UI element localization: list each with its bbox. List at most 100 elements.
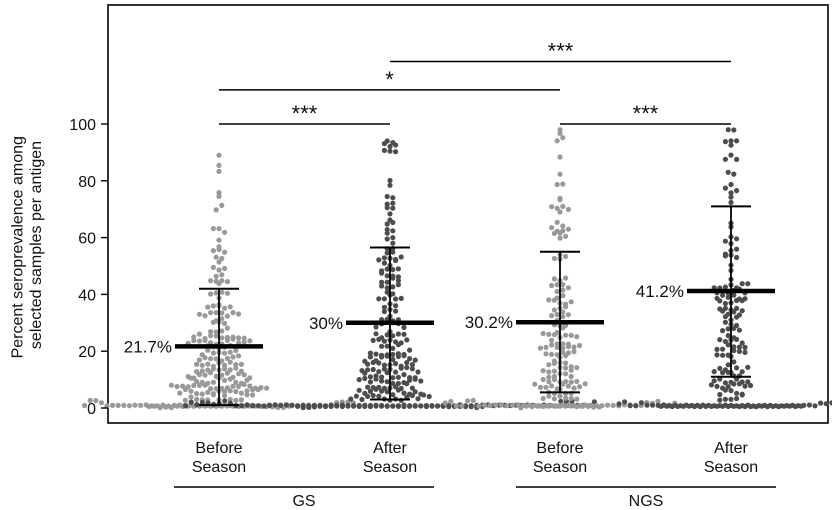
data-point <box>554 205 560 211</box>
data-point <box>574 334 580 340</box>
data-point <box>379 279 385 285</box>
data-point <box>781 403 787 409</box>
data-point <box>680 403 687 409</box>
data-point <box>387 143 393 150</box>
data-point <box>734 336 740 342</box>
data-point <box>776 403 782 410</box>
data-point <box>563 304 569 310</box>
data-point <box>381 260 387 266</box>
data-point <box>764 404 771 410</box>
data-point <box>725 127 731 133</box>
data-point <box>465 398 471 404</box>
data-point <box>194 402 200 408</box>
data-point <box>401 353 407 359</box>
data-point <box>238 361 244 367</box>
data-point <box>535 403 541 409</box>
data-point <box>565 344 572 350</box>
data-point <box>306 404 312 410</box>
data-point <box>208 278 214 284</box>
data-point <box>222 229 228 235</box>
data-point <box>412 389 418 395</box>
data-point <box>367 350 373 356</box>
data-point <box>356 403 362 409</box>
data-point <box>720 308 726 314</box>
data-point <box>196 382 202 388</box>
data-point <box>554 181 560 188</box>
data-point <box>390 200 396 206</box>
data-point <box>725 362 731 368</box>
data-point <box>219 335 225 341</box>
data-point <box>213 329 219 335</box>
data-point <box>563 365 569 371</box>
data-point <box>560 341 566 347</box>
data-point <box>722 300 729 307</box>
data-point <box>742 349 748 355</box>
data-point <box>728 138 734 144</box>
data-point <box>390 267 396 273</box>
data-point <box>216 226 222 232</box>
data-point <box>446 404 452 410</box>
data-point <box>720 352 726 358</box>
data-point <box>560 293 566 299</box>
group-label: GS <box>292 493 315 510</box>
data-point <box>736 381 743 387</box>
data-point <box>222 377 228 383</box>
y-tick-label: 40 <box>78 287 96 304</box>
data-point <box>720 403 726 409</box>
data-point <box>504 403 510 409</box>
data-point <box>244 402 250 408</box>
data-point <box>557 127 563 133</box>
data-point <box>384 370 390 376</box>
data-point <box>409 385 415 391</box>
data-point <box>390 235 396 241</box>
data-point <box>183 403 189 409</box>
data-point <box>210 350 216 356</box>
data-point <box>208 356 214 362</box>
data-point <box>748 403 754 410</box>
data-point <box>227 359 233 365</box>
significance-brackets: ********** <box>219 39 731 126</box>
data-point <box>222 305 228 311</box>
data-point <box>725 169 731 175</box>
data-point <box>208 333 214 339</box>
y-tick-label: 60 <box>78 231 96 248</box>
mean-label: 21.7% <box>124 337 172 356</box>
data-point <box>379 388 385 394</box>
data-point <box>722 238 729 244</box>
data-point <box>551 297 558 303</box>
data-point <box>543 384 549 390</box>
data-point <box>734 254 740 261</box>
data-point <box>230 336 236 342</box>
data-point <box>216 280 222 286</box>
data-point <box>196 338 202 344</box>
data-point <box>470 397 476 403</box>
data-point <box>210 303 216 309</box>
data-point <box>224 370 230 376</box>
data-point <box>393 308 399 314</box>
data-point <box>393 361 399 367</box>
data-point <box>199 362 205 368</box>
y-tick-label: 100 <box>69 117 96 134</box>
significance-label: * <box>385 67 394 92</box>
data-point <box>216 190 222 196</box>
data-point <box>563 371 569 377</box>
data-point <box>551 403 558 409</box>
data-point <box>168 382 174 388</box>
data-point <box>557 171 563 177</box>
data-point <box>554 344 560 350</box>
data-point <box>557 393 563 399</box>
data-point <box>384 205 390 211</box>
data-point <box>540 376 546 383</box>
data-point <box>720 292 726 298</box>
data-point <box>563 253 569 260</box>
data-point <box>227 304 233 310</box>
data-point <box>568 373 574 380</box>
data-point <box>241 335 247 341</box>
data-point <box>554 341 560 347</box>
data-point <box>213 273 219 279</box>
data-point <box>351 403 357 409</box>
data-point <box>734 156 740 162</box>
data-point <box>241 381 247 388</box>
data-point <box>356 387 362 393</box>
data-point <box>196 311 202 317</box>
